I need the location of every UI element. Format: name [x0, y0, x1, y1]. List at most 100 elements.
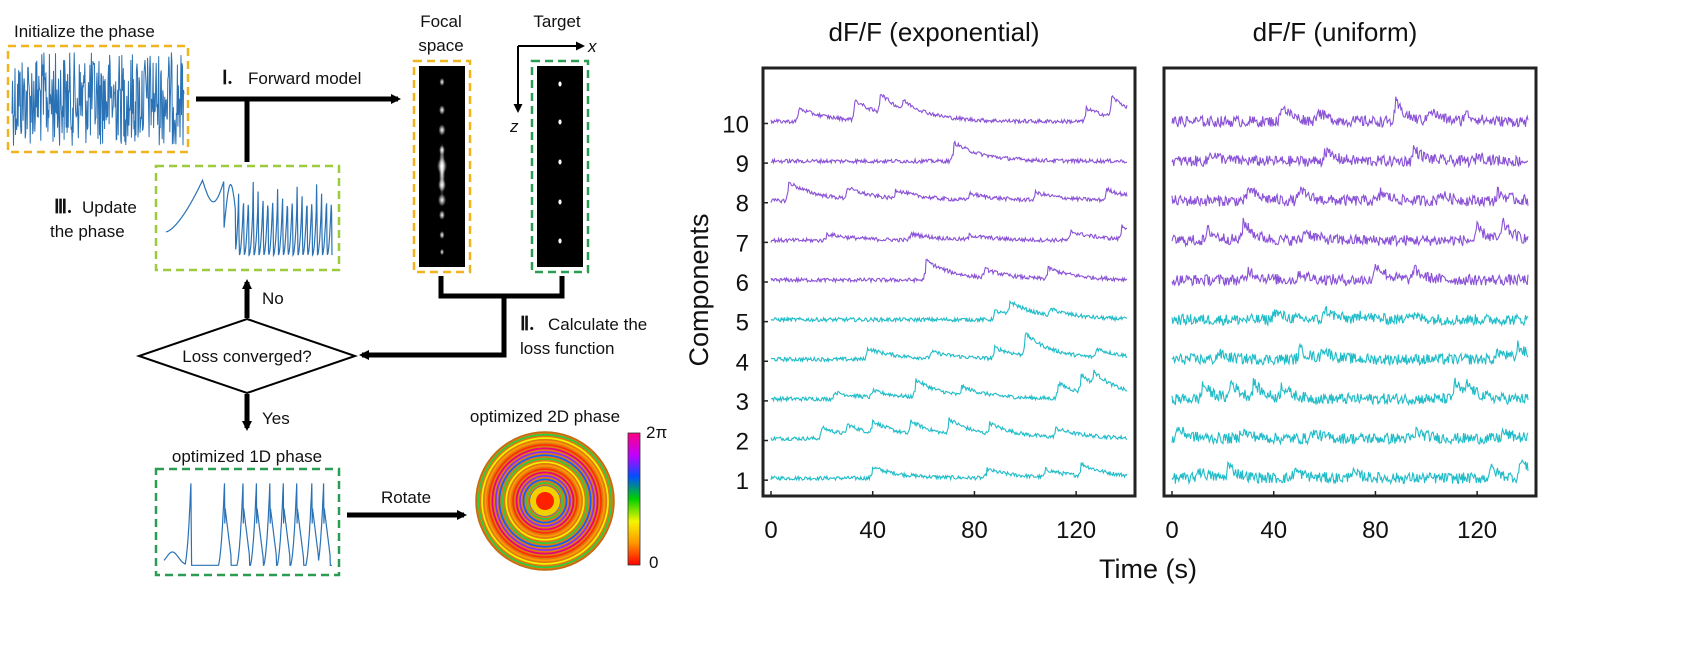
y-tick-label: 1: [736, 468, 749, 495]
focal-spot: [439, 78, 445, 86]
y-tick-label: 3: [736, 389, 749, 416]
calc-label-line1: Calculate the: [548, 315, 647, 334]
trace-component-10: [1171, 96, 1529, 129]
focal-space-box: [412, 59, 472, 274]
y-tick-label: 10: [722, 111, 749, 138]
loss-connector: [438, 276, 565, 299]
init-label: Initialize the phase: [14, 22, 155, 41]
y-tick-label: 7: [736, 230, 749, 257]
y-axis-label: Components: [684, 213, 714, 366]
update-label-line1: Update: [82, 198, 137, 217]
trace-component-2: [1171, 426, 1529, 446]
x-tick-label: 40: [1260, 517, 1287, 544]
focal-label-line2: space: [418, 36, 463, 55]
chart-frame-uniform: [1162, 66, 1538, 498]
opt1d-phase-box: [154, 467, 341, 577]
target-spots: [558, 81, 562, 244]
phase-center: [536, 492, 554, 510]
trace-component-7: [770, 224, 1128, 244]
colorbar-max: 2π: [646, 423, 667, 442]
yes-label: Yes: [262, 409, 290, 428]
trace-component-7: [1171, 217, 1529, 248]
trace-component-2: [770, 417, 1128, 442]
chart-title-exponential: dF/F (exponential): [829, 17, 1040, 47]
focal-spot: [440, 248, 444, 256]
focal-spot: [438, 124, 446, 136]
trace-component-1: [1171, 459, 1529, 486]
target-image: [537, 66, 583, 267]
flowchart: Initialize the phase Ⅰ. Forward model Fo…: [6, 12, 667, 577]
focal-spots: [437, 78, 447, 256]
focal-label-line1: Focal: [420, 12, 462, 31]
forward-numeral: Ⅰ.: [222, 68, 232, 89]
trace-component-8: [1171, 186, 1529, 208]
target-spot: [558, 119, 562, 125]
calc-numeral: Ⅱ.: [520, 314, 534, 335]
trace-component-6: [1171, 264, 1529, 287]
phase-rings: [475, 431, 615, 571]
x-tick-label: 40: [859, 517, 886, 544]
decision-label: Loss converged?: [182, 347, 311, 366]
y-tick-label: 5: [736, 310, 749, 337]
trace-component-5: [1171, 305, 1529, 328]
x-tick-label: 80: [1362, 517, 1389, 544]
trace-component-8: [770, 181, 1128, 204]
x-tick-label: 120: [1457, 517, 1497, 544]
no-label: No: [262, 289, 284, 308]
update-phase-trace: [165, 178, 333, 258]
phase-colorbar: [627, 432, 641, 566]
update-label-line2: the phase: [50, 222, 125, 241]
forward-label: Forward model: [248, 69, 361, 88]
rotate-label: Rotate: [381, 488, 431, 507]
trace-component-1: [770, 461, 1128, 482]
target-spot: [558, 238, 562, 244]
trace-component-4: [770, 332, 1128, 363]
target-spot: [558, 199, 562, 205]
trace-component-10: [770, 93, 1128, 125]
trace-component-9: [770, 140, 1128, 166]
x-tick-label: 0: [764, 517, 777, 544]
trace-component-6: [770, 258, 1128, 285]
opt2d-label: optimized 2D phase: [470, 407, 620, 426]
x-tick-label: 80: [961, 517, 988, 544]
target-spot: [558, 159, 562, 165]
phase-disk-edge: [475, 431, 615, 571]
target-box: [530, 59, 590, 274]
opt1d-label: optimized 1D phase: [172, 447, 322, 466]
calc-label-line2: loss function: [520, 339, 615, 358]
loss-arrow: [359, 296, 507, 360]
focal-spot: [439, 231, 445, 239]
trace-component-5: [770, 299, 1128, 324]
update-numeral: Ⅲ.: [54, 197, 72, 218]
traces-chart-uniform: dF/F (uniform) 0 40 80 120: [1162, 17, 1538, 544]
z-axis-letter: z: [509, 117, 519, 136]
target-spot: [558, 81, 562, 87]
target-label: Target: [533, 12, 581, 31]
y-tick-label: 2: [736, 429, 749, 456]
y-tick-label: 8: [736, 191, 749, 218]
chart-frame-exponential: [761, 66, 1137, 498]
y-tick-label: 6: [736, 270, 749, 297]
trace-component-3: [1171, 377, 1529, 407]
random-phase-trace: [11, 52, 185, 146]
trace-component-9: [1171, 145, 1528, 169]
focal-spot: [439, 210, 445, 220]
trace-component-3: [770, 369, 1128, 403]
y-tick-label: 4: [736, 349, 749, 376]
chart-title-uniform: dF/F (uniform): [1253, 17, 1418, 47]
colorbar-min: 0: [649, 553, 658, 572]
x-tick-label: 120: [1056, 517, 1096, 544]
y-tick-label: 9: [736, 151, 749, 178]
update-phase-box: [154, 164, 341, 272]
x-tick-label: 0: [1165, 517, 1178, 544]
decision-diamond: [135, 317, 359, 395]
focal-spot-main: [439, 142, 445, 198]
focal-spot: [439, 105, 445, 115]
opt1d-phase-trace: [163, 483, 332, 566]
x-axis-label: Time (s): [1099, 554, 1197, 584]
x-axis-letter: x: [587, 37, 597, 56]
focal-spot: [438, 193, 446, 207]
trace-component-4: [1171, 340, 1529, 367]
